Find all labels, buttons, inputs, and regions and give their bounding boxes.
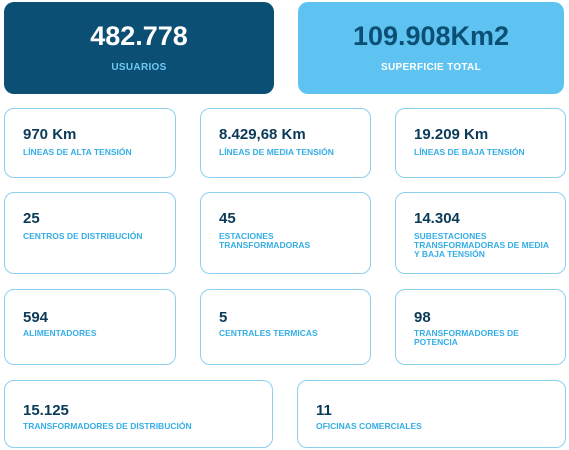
stat-card-distribution-transformers: 15.125 TRANSFORMADORES DE DISTRIBUCIÓN (4, 380, 273, 448)
stat-card-power-transformers: 98 TRANSFORMADORES DE POTENCIA (395, 289, 566, 365)
stat-label: LÍNEAS DE ALTA TENSIÓN (23, 147, 132, 157)
stat-value: 970 Km (23, 126, 77, 143)
total-area-label: SUPERFICIE TOTAL (381, 62, 481, 73)
stat-value: 25 (23, 210, 40, 227)
stat-card-distribution-centers: 25 CENTROS DE DISTRIBUCIÓN (4, 192, 176, 274)
stat-card-low-voltage-lines: 19.209 Km LÍNEAS DE BAJA TENSIÓN (395, 108, 566, 178)
users-label: USUARIOS (111, 62, 167, 73)
stat-value: 5 (219, 309, 228, 326)
stat-value: 19.209 Km (414, 126, 489, 143)
stat-value: 11 (316, 402, 332, 419)
stat-value: 45 (219, 210, 236, 227)
stat-value: 14.304 (414, 210, 460, 227)
stat-card-commercial-offices: 11 OFICINAS COMERCIALES (297, 380, 566, 448)
stat-label: LÍNEAS DE MEDIA TENSIÓN (219, 147, 334, 157)
stat-label: TRANSFORMADORES DE DISTRIBUCIÓN (23, 421, 192, 431)
stat-value: 8.429,68 Km (219, 126, 306, 143)
stat-label: LÍNEAS DE BAJA TENSIÓN (414, 147, 525, 157)
stat-label: TRANSFORMADORES DE POTENCIA (414, 328, 519, 347)
stat-card-transformer-stations: 45 ESTACIONES TRANSFORMADORAS (200, 192, 371, 274)
users-summary-tile: 482.778 USUARIOS (4, 2, 274, 94)
stat-card-feeders: 594 ALIMENTADORES (4, 289, 176, 365)
stat-value: 98 (414, 309, 431, 326)
total-area-value: 109.908Km2 (352, 21, 510, 51)
stat-label: SUBESTACIONES TRANSFORMADORAS DE MEDIA Y… (414, 231, 549, 259)
stat-label: ALIMENTADORES (23, 328, 97, 338)
stat-label: CENTROS DE DISTRIBUCIÓN (23, 231, 143, 241)
stat-label: CENTRALES TERMICAS (219, 328, 318, 338)
stat-value: 594 (23, 309, 49, 326)
stat-label: OFICINAS COMERCIALES (316, 421, 422, 431)
stat-label: ESTACIONES TRANSFORMADORAS (219, 231, 311, 250)
total-area-summary-tile: 109.908Km2 SUPERFICIE TOTAL (298, 2, 564, 94)
stat-card-substations: 14.304 SUBESTACIONES TRANSFORMADORAS DE … (395, 192, 566, 274)
stat-value: 15.125 (23, 402, 69, 419)
stat-card-medium-voltage-lines: 8.429,68 Km LÍNEAS DE MEDIA TENSIÓN (200, 108, 371, 178)
stat-card-thermal-plants: 5 CENTRALES TERMICAS (200, 289, 371, 365)
stat-card-high-voltage-lines: 970 Km LÍNEAS DE ALTA TENSIÓN (4, 108, 176, 178)
users-count: 482.778 (90, 21, 188, 51)
